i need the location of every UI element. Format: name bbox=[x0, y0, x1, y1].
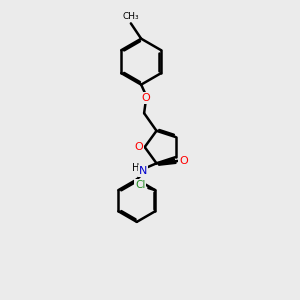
Text: Cl: Cl bbox=[135, 180, 146, 190]
Text: H: H bbox=[132, 163, 140, 173]
Text: O: O bbox=[134, 142, 143, 152]
Text: CH₃: CH₃ bbox=[122, 12, 139, 21]
Text: N: N bbox=[139, 166, 147, 176]
Text: O: O bbox=[179, 156, 188, 166]
Text: O: O bbox=[141, 93, 150, 103]
